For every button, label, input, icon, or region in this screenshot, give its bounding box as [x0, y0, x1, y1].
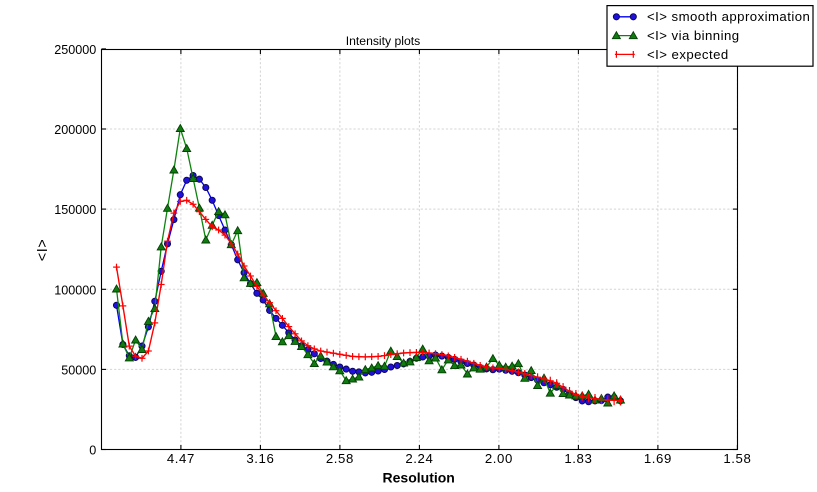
svg-text:<I>: <I> [35, 239, 51, 261]
svg-text:1.83: 1.83 [564, 451, 592, 466]
svg-text:50000: 50000 [61, 363, 96, 377]
svg-text:2.24: 2.24 [405, 451, 433, 466]
svg-text:Resolution: Resolution [383, 469, 455, 485]
svg-text:<I> expected: <I> expected [647, 47, 729, 62]
svg-text:1.69: 1.69 [644, 451, 672, 466]
svg-text:<I> smooth approximation: <I> smooth approximation [647, 9, 810, 24]
svg-text:250000: 250000 [54, 43, 96, 57]
svg-text:4.47: 4.47 [167, 451, 195, 466]
svg-text:100000: 100000 [54, 283, 96, 297]
svg-text:0: 0 [89, 444, 96, 458]
svg-text:2.00: 2.00 [485, 451, 513, 466]
svg-text:<I> via binning: <I> via binning [647, 28, 740, 43]
svg-text:Intensity plots: Intensity plots [346, 34, 421, 48]
svg-text:1.58: 1.58 [723, 451, 751, 466]
svg-text:200000: 200000 [54, 123, 96, 137]
svg-text:150000: 150000 [54, 203, 96, 217]
svg-text:2.58: 2.58 [326, 451, 354, 466]
svg-text:3.16: 3.16 [246, 451, 274, 466]
